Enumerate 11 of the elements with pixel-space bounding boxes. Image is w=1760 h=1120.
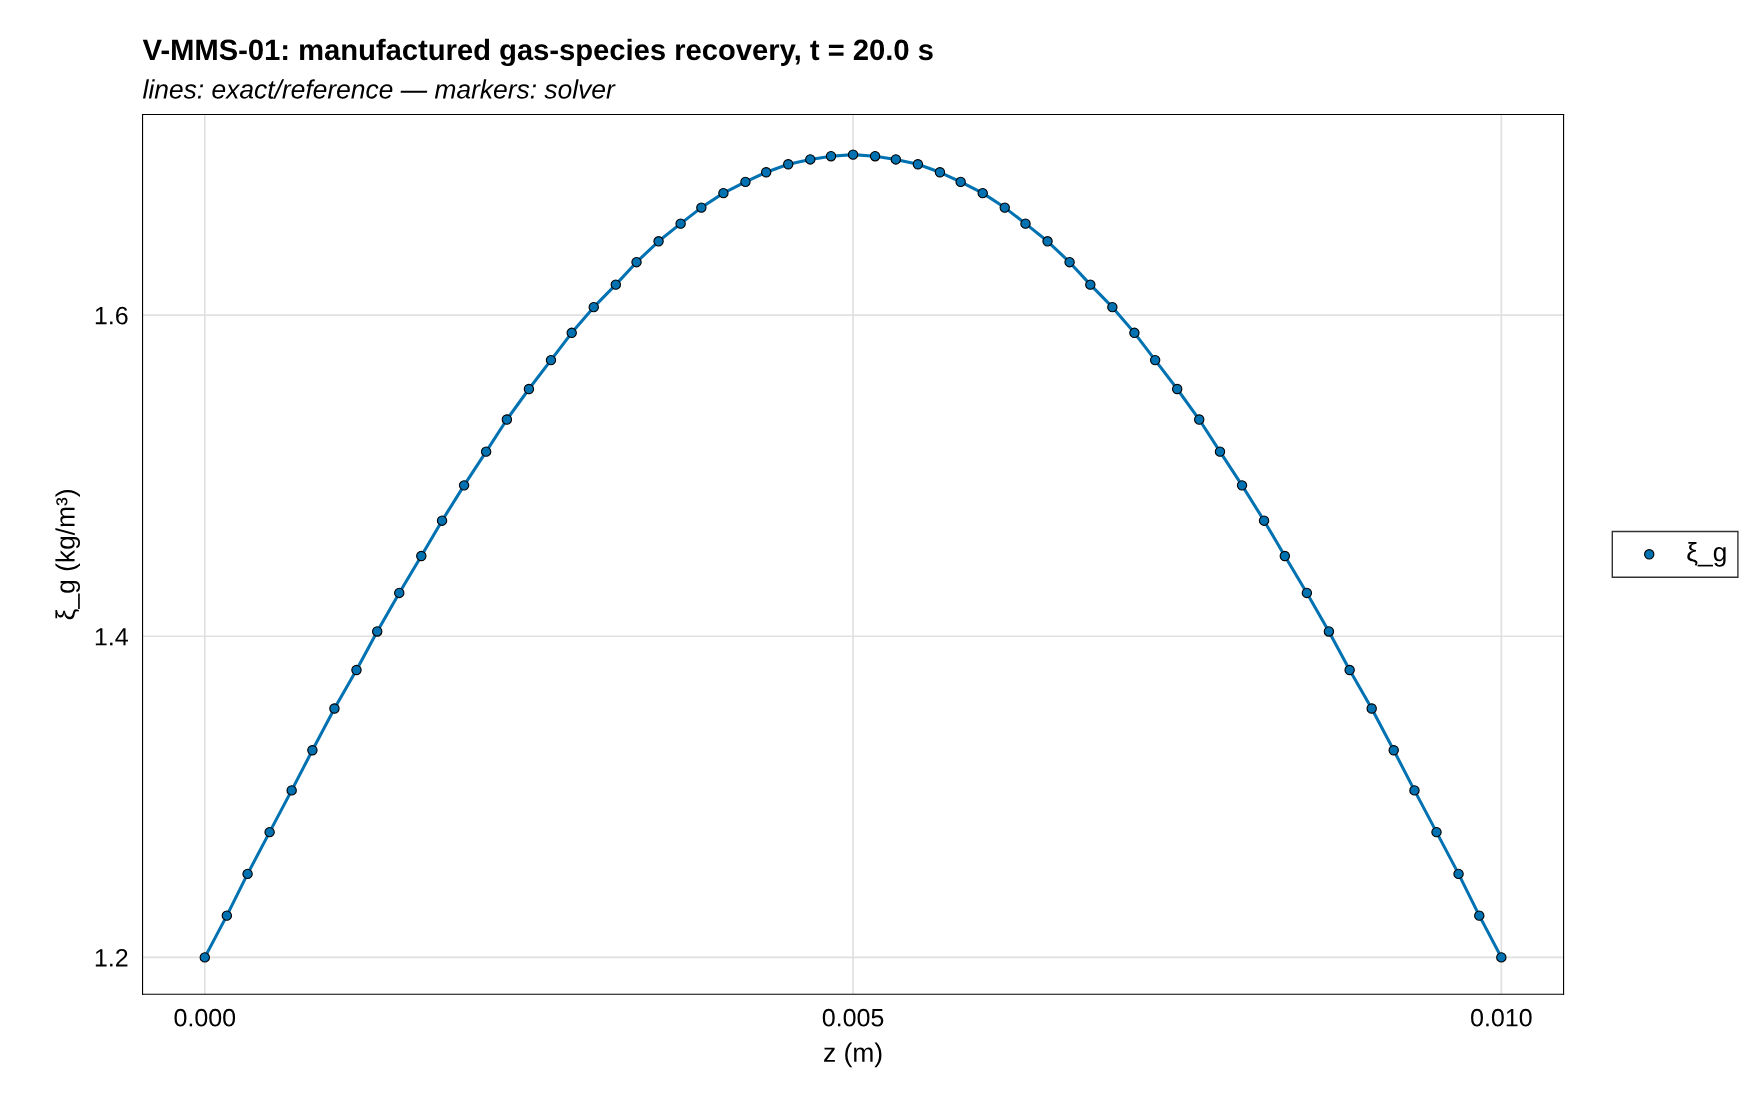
y-axis-title: ξ_g (kg/m³)	[55, 490, 81, 620]
y-tick-label: 1.2	[95, 948, 128, 967]
y-tick-label: 1.6	[95, 306, 128, 325]
chart-title: V-MMS-01: manufactured gas-species recovery, t = 20.0 s	[142, 38, 933, 67]
y-tick-label: 1.4	[95, 628, 128, 646]
x-axis-title: z (m)	[824, 1042, 882, 1068]
x-tick-label: 0.000	[174, 1008, 236, 1027]
x-tick-label: 0.010	[1471, 1008, 1532, 1027]
chart-subtitle: lines: exact/reference — markers: solver	[142, 79, 616, 99]
x-tick-label: 0.005	[822, 1008, 884, 1027]
legend-label: ξ_g	[1687, 542, 1726, 567]
